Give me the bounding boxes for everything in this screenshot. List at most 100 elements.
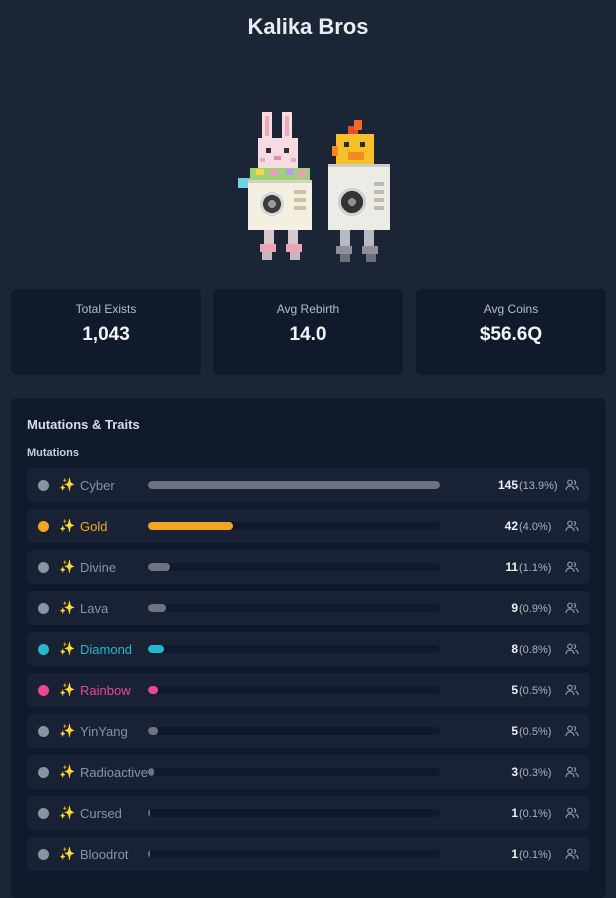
stat-card-avg-coins: Avg Coins $56.6Q [416,289,606,375]
mutation-bar-fill [148,768,154,776]
mutation-row: ✨ YinYang 5 (0.5%) [27,714,590,748]
sparkles-icon: ✨ [59,600,76,615]
users-icon[interactable] [565,847,579,861]
mutation-color-dot [38,808,49,819]
mutation-name: Rainbow [80,683,131,698]
mutation-name: Diamond [80,642,133,657]
mutation-name: Cyber [80,478,115,493]
stat-label: Total Exists [75,302,137,316]
mutation-row: ✨ Cursed 1 (0.1%) [27,796,590,830]
mutation-bar-track [148,604,440,612]
mutation-bar-fill [148,809,150,817]
mutation-percent: (0.9%) [519,603,552,615]
mutation-name: Radioactive [80,765,148,780]
mutation-bar-track [148,522,440,530]
mutation-bar-fill [148,522,233,530]
mutation-name: YinYang [80,724,128,739]
mutation-percent: (0.3%) [519,767,552,779]
mutation-bar-track [148,809,440,817]
mutation-bar-fill [148,727,158,735]
mutation-bar-track [148,686,440,694]
stat-value: 14.0 [289,324,327,345]
mutation-bar-track [148,768,440,776]
sparkles-icon: ✨ [59,518,76,533]
stats-row: Total Exists 1,043 Avg Rebirth 14.0 Avg … [11,289,606,375]
mutation-percent: (0.8%) [519,644,552,656]
mutation-row: ✨ Bloodrot 1 (0.1%) [27,837,590,871]
mutation-row: ✨ Cyber 145 (13.9%) [27,468,590,502]
mutation-bar-track [148,850,440,858]
mutation-bar-fill [148,645,164,653]
mutation-count: 5 [511,683,518,697]
mutation-color-dot [38,521,49,532]
section-label-mutations: Mutations [27,447,79,459]
mutation-row: ✨ Lava 9 (0.9%) [27,591,590,625]
mutation-name: Divine [80,560,117,575]
mutation-row: ✨ Divine 11 (1.1%) [27,550,590,584]
sparkles-icon: ✨ [59,805,76,820]
mutation-bar-track [148,645,440,653]
users-icon[interactable] [565,478,579,492]
users-icon[interactable] [565,642,579,656]
mutation-count: 5 [511,724,518,738]
mutation-percent: (0.1%) [519,849,552,861]
mutation-name: Lava [80,601,109,616]
users-icon[interactable] [565,601,579,615]
users-icon[interactable] [565,560,579,574]
mutation-count: 9 [511,601,518,615]
mutation-name: Gold [80,519,108,534]
stat-card-total-exists: Total Exists 1,043 [11,289,201,375]
users-icon[interactable] [565,519,579,533]
mutation-color-dot [38,480,49,491]
panel-title: Mutations & Traits [27,417,140,432]
users-icon[interactable] [565,765,579,779]
sparkles-icon: ✨ [59,682,76,697]
users-icon[interactable] [565,683,579,697]
mutation-row: ✨ Diamond 8 (0.8%) [27,632,590,666]
users-icon[interactable] [565,724,579,738]
mutation-color-dot [38,726,49,737]
page-title: Kalika Bros [247,14,369,39]
sparkles-icon: ✨ [59,846,76,861]
mutation-color-dot [38,767,49,778]
mutation-percent: (0.1%) [519,808,552,820]
stat-value: 1,043 [82,324,130,345]
mutation-count: 1 [511,847,518,861]
mutation-count: 1 [511,806,518,820]
mutation-name: Bloodrot [80,847,129,862]
mutation-name: Cursed [80,806,122,821]
mutation-color-dot [38,644,49,655]
mutation-bar-fill [148,481,440,489]
mutation-percent: (13.9%) [519,480,558,492]
sparkles-icon: ✨ [59,764,76,779]
mutation-percent: (0.5%) [519,726,552,738]
mutation-percent: (4.0%) [519,521,552,533]
stat-card-avg-rebirth: Avg Rebirth 14.0 [213,289,403,375]
mutation-color-dot [38,562,49,573]
mutation-percent: (0.5%) [519,685,552,697]
mutation-bar-fill [148,604,166,612]
mutation-bar-fill [148,686,158,694]
sparkles-icon: ✨ [59,723,76,738]
mutation-count: 11 [505,560,518,574]
mutation-bar-track [148,481,440,489]
mutation-bar-track [148,563,440,571]
mutation-row: ✨ Rainbow 5 (0.5%) [27,673,590,707]
mutation-row: ✨ Gold 42 (4.0%) [27,509,590,543]
mutation-bar-fill [148,563,170,571]
mutation-bar-fill [148,850,150,858]
mutations-traits-panel: Mutations & Traits Mutations ✨ Cyber 145 (1… [11,398,606,898]
sparkles-icon: ✨ [59,477,76,492]
stat-label: Avg Rebirth [276,302,340,316]
sparkles-icon: ✨ [59,641,76,656]
stat-label: Avg Coins [483,302,539,316]
users-icon[interactable] [565,806,579,820]
mutation-color-dot [38,603,49,614]
mutation-count: 8 [511,642,518,656]
mutation-count: 3 [511,765,518,779]
mutation-count: 145 [497,478,518,492]
stat-value: $56.6Q [479,324,543,345]
mutation-bar-track [148,727,440,735]
mutation-percent: (1.1%) [519,562,552,574]
mutation-color-dot [38,685,49,696]
